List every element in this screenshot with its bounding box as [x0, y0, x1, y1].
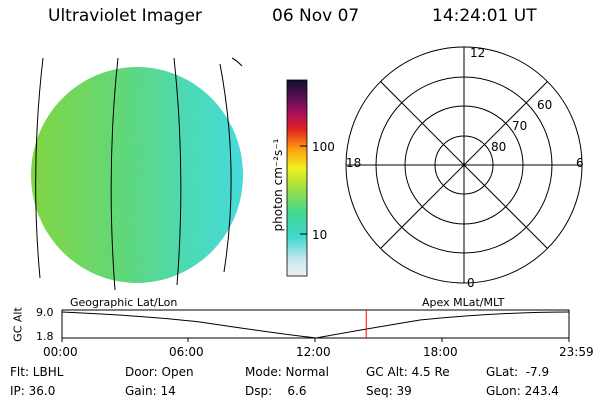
gc-alt-status: GC Alt: 4.5 Re: [366, 365, 450, 379]
seq-status: Seq: 39: [366, 384, 412, 398]
filter-status: Flt: LBHL: [10, 365, 64, 379]
dsp-status: Dsp: 6.6: [245, 384, 307, 398]
meridian-line: [173, 57, 182, 286]
time-tick: 00:00: [43, 345, 78, 359]
mode-status: Mode: Normal: [245, 365, 329, 379]
time-tick: 23:59: [559, 345, 594, 359]
apex-caption: Apex MLat/MLT: [422, 296, 505, 309]
mlt-label-18: 18: [346, 156, 362, 170]
time-label: 14:24:01 UT: [432, 6, 537, 26]
ip-status: IP: 36.0: [10, 384, 56, 398]
lat-label-60: 60: [537, 98, 553, 112]
time-tick: 18:00: [423, 345, 458, 359]
meridian-line: [231, 57, 243, 67]
lat-label-80: 80: [491, 140, 507, 154]
colorbar-tick-10: 10: [312, 228, 328, 242]
altitude-curve: [61, 311, 570, 339]
glat-status: GLat: -7.9: [486, 365, 550, 379]
meridian-line: [110, 57, 119, 291]
instrument-title: Ultraviolet Imager: [48, 6, 202, 26]
mlt-label-0: 0: [467, 276, 475, 290]
mlt-label-12: 12: [470, 46, 486, 60]
time-tick: 12:00: [296, 345, 331, 359]
lat-label-70: 70: [512, 119, 528, 133]
time-tick: 06:00: [169, 345, 204, 359]
gain-status: Gain: 14: [125, 384, 176, 398]
date-label: 06 Nov 07: [272, 6, 360, 26]
door-status: Door: Open: [125, 365, 194, 379]
meridian-line: [219, 63, 232, 273]
mlt-label-6: 6: [576, 156, 584, 170]
orbit-ytick-bottom: 1.8: [36, 330, 54, 343]
glon-status: GLon: 243.4: [486, 384, 559, 398]
geo-caption: Geographic Lat/Lon: [70, 296, 178, 309]
colorbar-tick-100: 100: [312, 140, 335, 154]
orbit-ytick-top: 9.0: [36, 306, 54, 319]
meridian-line: [35, 57, 44, 279]
